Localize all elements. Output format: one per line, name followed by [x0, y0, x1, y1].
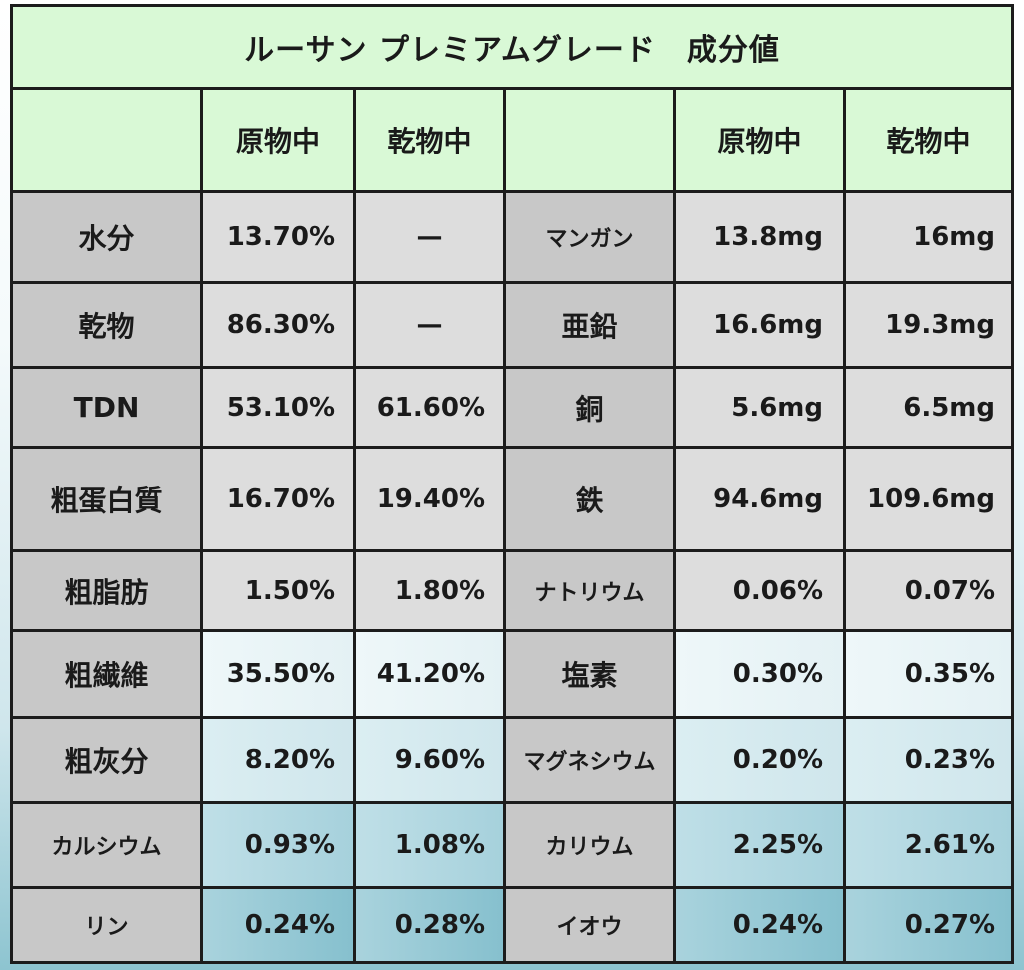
row-label: 粗繊維 — [13, 632, 203, 716]
dry-value: 1.08% — [356, 804, 506, 886]
raw-value: 2.25% — [676, 804, 846, 886]
raw-value: 35.50% — [203, 632, 356, 716]
row-label: ナトリウム — [506, 552, 676, 629]
nutrient-table: ルーサン プレミアムグレード 成分値 原物中 乾物中 原物中 乾物中 水分 13… — [10, 4, 1014, 964]
dry-value: 109.6mg — [846, 449, 1011, 549]
dry-value: 0.35% — [846, 632, 1011, 716]
dry-value: 61.60% — [356, 369, 506, 446]
dry-value: 9.60% — [356, 719, 506, 801]
header-row: 原物中 乾物中 原物中 乾物中 — [13, 90, 1011, 193]
raw-value: 86.30% — [203, 284, 356, 366]
row-label: 鉄 — [506, 449, 676, 549]
header-blank-left — [13, 90, 203, 190]
row-label: マグネシウム — [506, 719, 676, 801]
row-label: イオウ — [506, 889, 676, 961]
table-row: 粗蛋白質 16.70% 19.40% 鉄 94.6mg 109.6mg — [13, 449, 1011, 552]
raw-value: 8.20% — [203, 719, 356, 801]
row-label: 水分 — [13, 193, 203, 281]
raw-value: 0.20% — [676, 719, 846, 801]
row-label: 粗脂肪 — [13, 552, 203, 629]
header-blank-right — [506, 90, 676, 190]
dry-value: 0.27% — [846, 889, 1011, 961]
raw-value: 16.6mg — [676, 284, 846, 366]
raw-value: 0.30% — [676, 632, 846, 716]
dry-value: 41.20% — [356, 632, 506, 716]
raw-value: 94.6mg — [676, 449, 846, 549]
row-label: TDN — [13, 369, 203, 446]
row-label: 銅 — [506, 369, 676, 446]
dry-value: 0.23% — [846, 719, 1011, 801]
header-dry-left: 乾物中 — [356, 90, 506, 190]
raw-value: 13.70% — [203, 193, 356, 281]
raw-value: 0.06% — [676, 552, 846, 629]
table-row: 粗灰分 8.20% 9.60% マグネシウム 0.20% 0.23% — [13, 719, 1011, 804]
row-label: 塩素 — [506, 632, 676, 716]
raw-value: 1.50% — [203, 552, 356, 629]
raw-value: 0.93% — [203, 804, 356, 886]
dry-value: 6.5mg — [846, 369, 1011, 446]
row-label: カリウム — [506, 804, 676, 886]
row-label: マンガン — [506, 193, 676, 281]
raw-value: 5.6mg — [676, 369, 846, 446]
dry-value: 16mg — [846, 193, 1011, 281]
table-row: 水分 13.70% — マンガン 13.8mg 16mg — [13, 193, 1011, 284]
raw-value: 13.8mg — [676, 193, 846, 281]
dry-value: 0.28% — [356, 889, 506, 961]
header-raw-left: 原物中 — [203, 90, 356, 190]
table-row: 乾物 86.30% — 亜鉛 16.6mg 19.3mg — [13, 284, 1011, 369]
header-raw-right: 原物中 — [676, 90, 846, 190]
table-row: 粗繊維 35.50% 41.20% 塩素 0.30% 0.35% — [13, 632, 1011, 719]
row-label: 亜鉛 — [506, 284, 676, 366]
dry-value: 0.07% — [846, 552, 1011, 629]
table-row: 粗脂肪 1.50% 1.80% ナトリウム 0.06% 0.07% — [13, 552, 1011, 632]
raw-value: 16.70% — [203, 449, 356, 549]
row-label: 粗蛋白質 — [13, 449, 203, 549]
raw-value: 0.24% — [203, 889, 356, 961]
dry-value: 1.80% — [356, 552, 506, 629]
row-label: 粗灰分 — [13, 719, 203, 801]
table-row: カルシウム 0.93% 1.08% カリウム 2.25% 2.61% — [13, 804, 1011, 889]
table-row: リン 0.24% 0.28% イオウ 0.24% 0.27% — [13, 889, 1011, 961]
dry-value: — — [356, 284, 506, 366]
header-dry-right: 乾物中 — [846, 90, 1011, 190]
dry-value: 19.40% — [356, 449, 506, 549]
row-label: 乾物 — [13, 284, 203, 366]
row-label: リン — [13, 889, 203, 961]
row-label: カルシウム — [13, 804, 203, 886]
raw-value: 0.24% — [676, 889, 846, 961]
dry-value: 19.3mg — [846, 284, 1011, 366]
dry-value: — — [356, 193, 506, 281]
table-title: ルーサン プレミアムグレード 成分値 — [13, 7, 1011, 90]
table-row: TDN 53.10% 61.60% 銅 5.6mg 6.5mg — [13, 369, 1011, 449]
dry-value: 2.61% — [846, 804, 1011, 886]
raw-value: 53.10% — [203, 369, 356, 446]
